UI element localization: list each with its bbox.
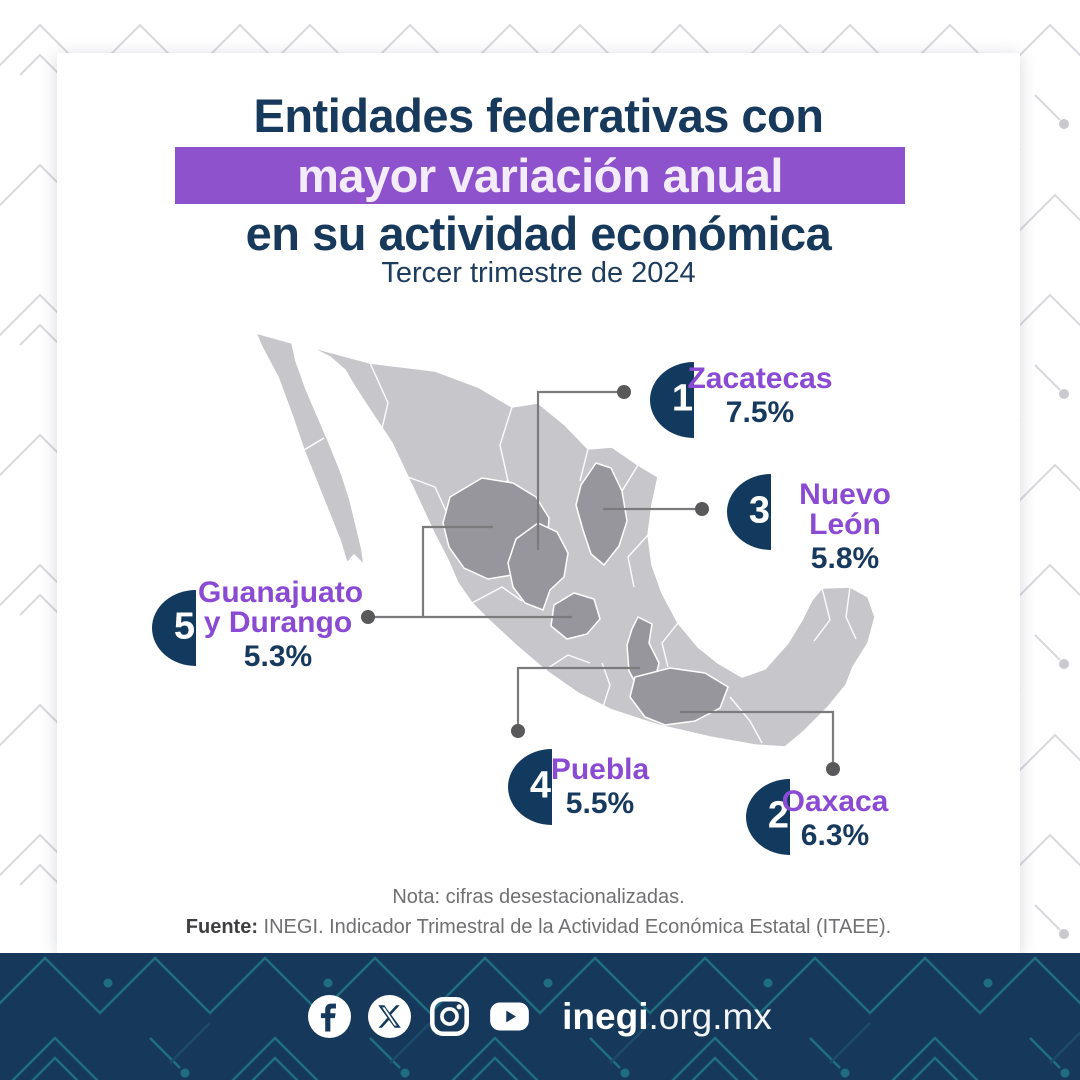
facebook-icon[interactable] (308, 995, 352, 1038)
state-value: 7.5% (725, 396, 795, 429)
state-name-line2: y Durango (203, 606, 353, 639)
state-name: Oaxaca (781, 785, 889, 818)
footer-content: inegi.org.mx (0, 953, 1080, 1080)
title-line-2: mayor variación anual (297, 149, 783, 202)
state-value: 5.8% (810, 542, 880, 575)
state-name: Puebla (550, 753, 650, 786)
title-highlight-band: mayor variación anual (175, 147, 905, 204)
state-name: Guanajuato (198, 576, 364, 609)
youtube-icon[interactable] (488, 995, 531, 1038)
x-icon[interactable] (368, 995, 412, 1038)
state-value: 5.5% (565, 787, 635, 820)
footer-zigzag-pattern (0, 953, 1080, 1080)
note-text: Nota: cifras desestacionalizadas. (392, 886, 685, 908)
title-line-3: en su actividad económica (245, 207, 832, 260)
instagram-icon[interactable] (428, 995, 471, 1038)
source-label: Fuente: (185, 916, 258, 938)
source-text: Fuente: INEGI. Indicador Trimestral de l… (185, 916, 892, 938)
state-name: Nuevo León (799, 478, 891, 541)
site-url[interactable]: inegi.org.mx (562, 995, 772, 1037)
state-value: 6.3% (800, 819, 870, 852)
subtitle-period: Tercer trimestre de 2024 (381, 257, 696, 289)
state-name: Zacatecas (687, 362, 833, 395)
footer-band: inegi.org.mx (0, 953, 1080, 1080)
title-line-1: Entidades federativas con (253, 89, 824, 142)
state-value: 5.3% (243, 640, 313, 673)
baja-california-peninsula (254, 331, 366, 568)
